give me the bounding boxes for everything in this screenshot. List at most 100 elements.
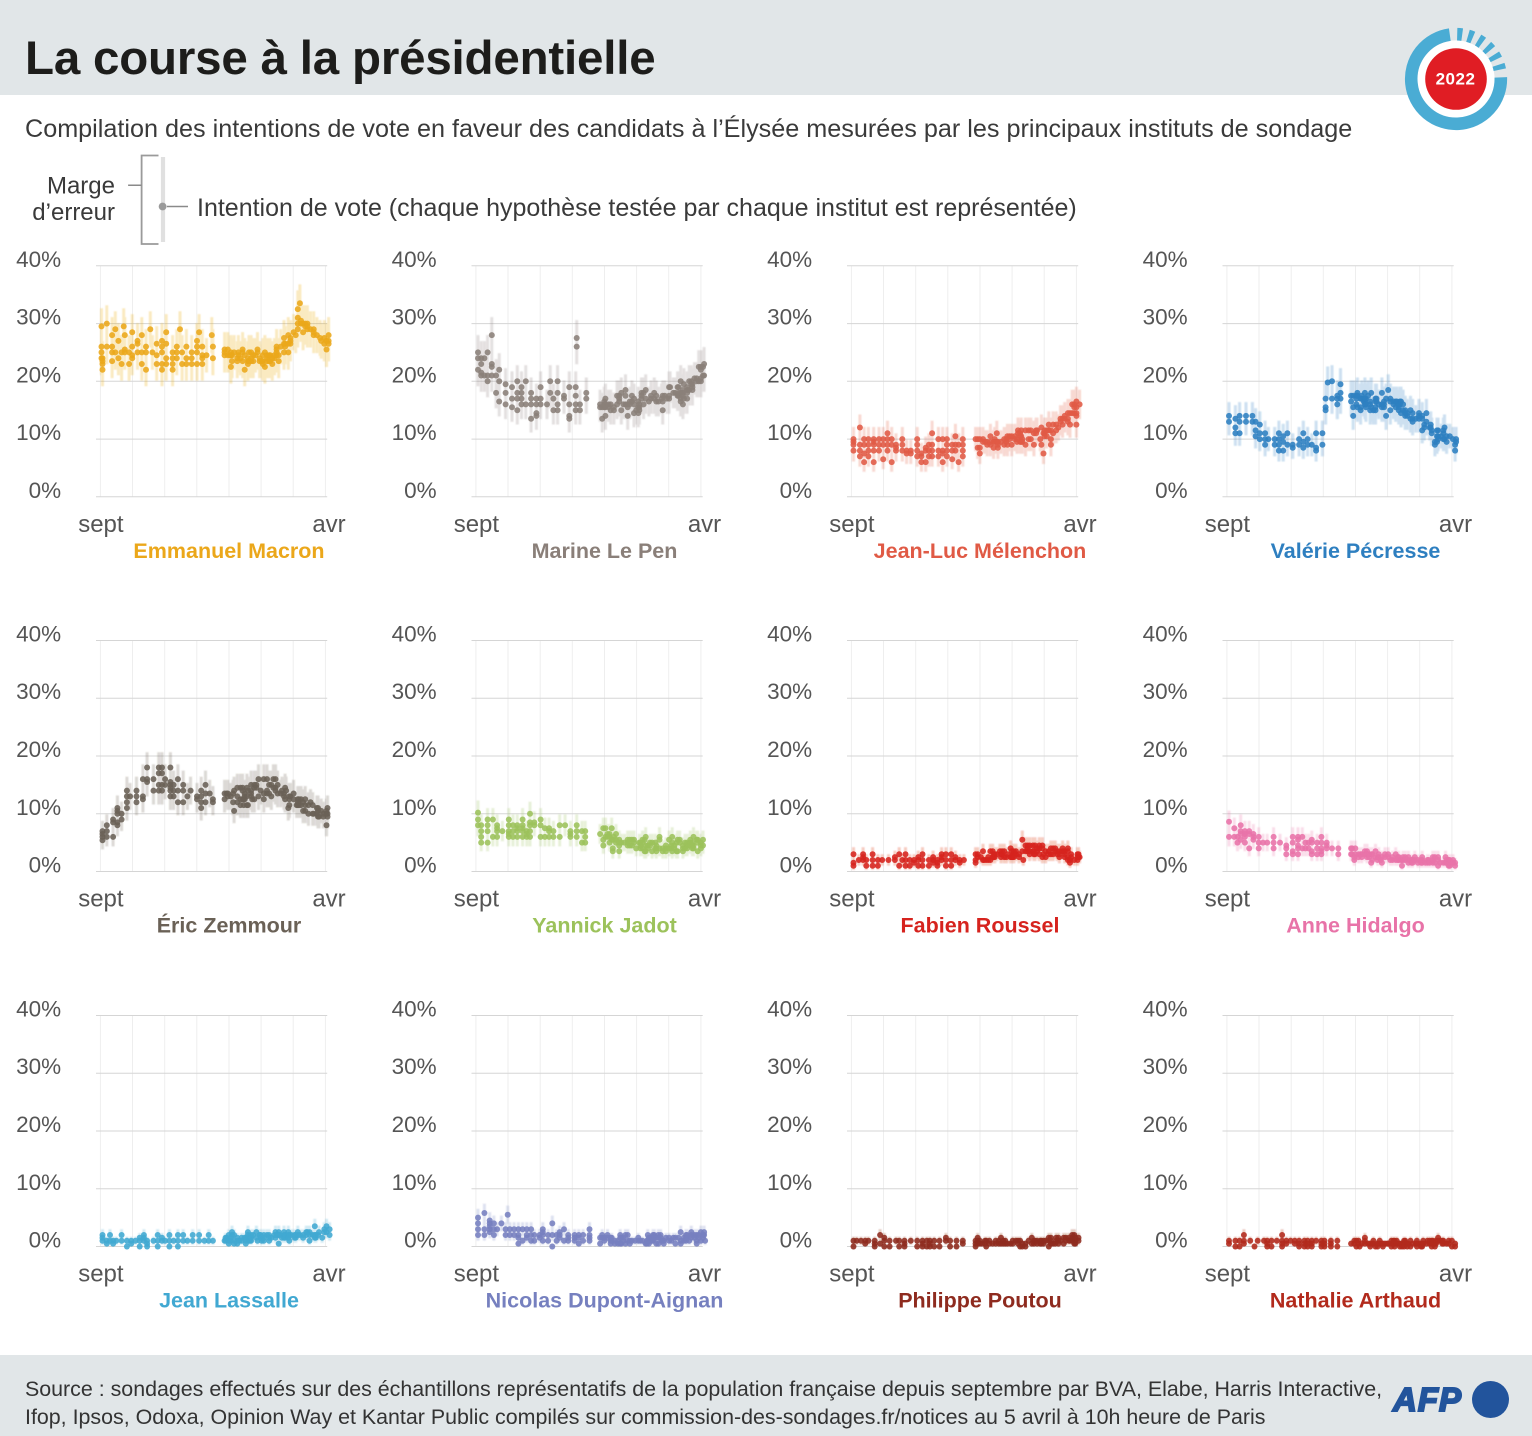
svg-text:0%: 0%	[1155, 478, 1188, 503]
svg-text:sept: sept	[1205, 511, 1251, 538]
svg-text:Yannick Jadot: Yannick Jadot	[532, 914, 677, 938]
svg-text:30%: 30%	[392, 679, 437, 704]
svg-text:30%: 30%	[16, 1054, 61, 1079]
svg-text:Source : sondages effectués su: Source : sondages effectués sur des écha…	[25, 1377, 1382, 1401]
svg-text:0%: 0%	[1155, 853, 1188, 878]
svg-text:40%: 40%	[16, 247, 61, 272]
svg-text:20%: 20%	[392, 737, 437, 762]
svg-text:20%: 20%	[767, 737, 812, 762]
svg-text:10%: 10%	[1143, 1170, 1188, 1195]
svg-text:avr: avr	[312, 511, 345, 538]
svg-text:avr: avr	[688, 1261, 721, 1288]
svg-text:10%: 10%	[767, 795, 812, 820]
svg-text:20%: 20%	[16, 737, 61, 762]
svg-text:40%: 40%	[392, 622, 437, 647]
svg-text:10%: 10%	[392, 420, 437, 445]
svg-text:Compilation des intentions de: Compilation des intentions de vote en fa…	[25, 114, 1352, 143]
svg-text:0%: 0%	[29, 1228, 62, 1253]
svg-text:30%: 30%	[1143, 305, 1188, 330]
svg-text:sept: sept	[829, 511, 875, 538]
svg-text:La course à la présidentielle: La course à la présidentielle	[25, 32, 655, 85]
svg-text:30%: 30%	[767, 679, 812, 704]
svg-text:40%: 40%	[392, 997, 437, 1022]
svg-text:40%: 40%	[1143, 247, 1188, 272]
svg-text:Marge: Marge	[47, 173, 115, 200]
svg-text:30%: 30%	[16, 305, 61, 330]
svg-text:avr: avr	[1063, 511, 1096, 538]
svg-text:sept: sept	[1205, 1261, 1251, 1288]
svg-text:30%: 30%	[767, 305, 812, 330]
svg-text:sept: sept	[829, 1261, 875, 1288]
svg-text:30%: 30%	[16, 679, 61, 704]
svg-text:sept: sept	[78, 886, 124, 913]
svg-text:Jean Lassalle: Jean Lassalle	[159, 1289, 299, 1313]
svg-text:20%: 20%	[1143, 737, 1188, 762]
svg-text:Nathalie Arthaud: Nathalie Arthaud	[1270, 1289, 1441, 1313]
svg-text:40%: 40%	[16, 622, 61, 647]
svg-text:0%: 0%	[404, 853, 437, 878]
svg-text:sept: sept	[1205, 886, 1251, 913]
svg-text:avr: avr	[1063, 886, 1096, 913]
svg-text:sept: sept	[78, 511, 124, 538]
svg-text:20%: 20%	[767, 362, 812, 387]
svg-text:30%: 30%	[392, 305, 437, 330]
svg-text:40%: 40%	[1143, 997, 1188, 1022]
svg-text:10%: 10%	[392, 1170, 437, 1195]
svg-text:avr: avr	[1439, 886, 1472, 913]
svg-text:sept: sept	[454, 511, 500, 538]
svg-text:sept: sept	[454, 1261, 500, 1288]
svg-text:Philippe Poutou: Philippe Poutou	[898, 1289, 1062, 1313]
svg-text:40%: 40%	[1143, 622, 1188, 647]
svg-text:Fabien Roussel: Fabien Roussel	[901, 914, 1060, 938]
svg-text:avr: avr	[1439, 511, 1472, 538]
svg-text:Ifop, Ipsos, Odoxa, Opinion Wa: Ifop, Ipsos, Odoxa, Opinion Way et Kanta…	[25, 1405, 1265, 1429]
svg-text:avr: avr	[1063, 1261, 1096, 1288]
svg-text:0%: 0%	[780, 853, 813, 878]
svg-text:0%: 0%	[29, 478, 62, 503]
svg-text:Nicolas Dupont-Aignan: Nicolas Dupont-Aignan	[486, 1289, 724, 1313]
svg-text:40%: 40%	[767, 247, 812, 272]
svg-text:20%: 20%	[392, 1112, 437, 1137]
svg-text:d’erreur: d’erreur	[32, 199, 115, 226]
svg-text:Emmanuel Macron: Emmanuel Macron	[133, 539, 324, 563]
svg-text:30%: 30%	[1143, 1054, 1188, 1079]
svg-text:10%: 10%	[1143, 795, 1188, 820]
svg-text:20%: 20%	[16, 362, 61, 387]
svg-text:10%: 10%	[1143, 420, 1188, 445]
svg-text:10%: 10%	[767, 420, 812, 445]
svg-text:avr: avr	[1439, 1261, 1472, 1288]
svg-text:avr: avr	[688, 886, 721, 913]
svg-text:0%: 0%	[29, 853, 62, 878]
svg-text:avr: avr	[312, 1261, 345, 1288]
svg-text:Anne Hidalgo: Anne Hidalgo	[1286, 914, 1425, 938]
svg-text:40%: 40%	[16, 997, 61, 1022]
svg-text:Marine Le Pen: Marine Le Pen	[532, 539, 678, 563]
svg-text:20%: 20%	[1143, 1112, 1188, 1137]
svg-text:Intention de vote (chaque hypo: Intention de vote (chaque hypothèse test…	[197, 194, 1077, 222]
svg-text:20%: 20%	[767, 1112, 812, 1137]
svg-text:avr: avr	[312, 886, 345, 913]
svg-text:10%: 10%	[16, 420, 61, 445]
svg-text:10%: 10%	[16, 1170, 61, 1195]
svg-text:40%: 40%	[392, 247, 437, 272]
svg-text:20%: 20%	[392, 362, 437, 387]
svg-text:0%: 0%	[1155, 1228, 1188, 1253]
svg-text:AFP: AFP	[1392, 1381, 1462, 1418]
svg-text:10%: 10%	[392, 795, 437, 820]
svg-text:10%: 10%	[767, 1170, 812, 1195]
svg-text:Jean-Luc Mélenchon: Jean-Luc Mélenchon	[874, 539, 1087, 563]
svg-text:20%: 20%	[16, 1112, 61, 1137]
svg-text:10%: 10%	[16, 795, 61, 820]
svg-text:sept: sept	[78, 1261, 124, 1288]
svg-text:0%: 0%	[780, 1228, 813, 1253]
svg-text:20%: 20%	[1143, 362, 1188, 387]
svg-text:30%: 30%	[392, 1054, 437, 1079]
svg-text:30%: 30%	[767, 1054, 812, 1079]
svg-text:40%: 40%	[767, 622, 812, 647]
svg-text:Éric Zemmour: Éric Zemmour	[157, 913, 302, 938]
svg-text:sept: sept	[829, 886, 875, 913]
svg-text:30%: 30%	[1143, 679, 1188, 704]
svg-text:2022: 2022	[1436, 70, 1476, 89]
svg-text:0%: 0%	[404, 478, 437, 503]
svg-text:0%: 0%	[780, 478, 813, 503]
